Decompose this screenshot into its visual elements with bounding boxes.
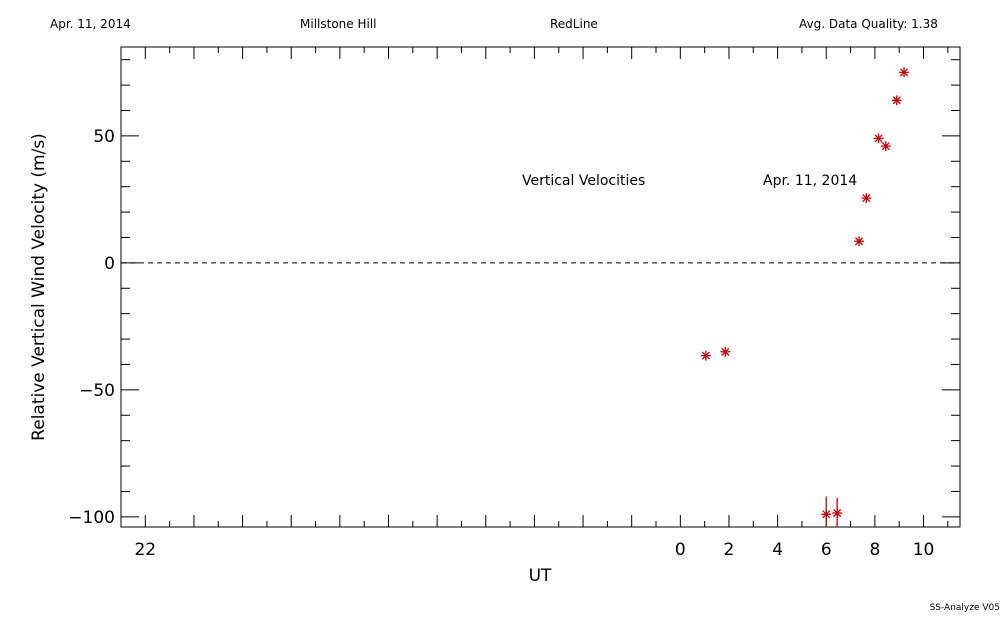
y-tick-label: 50 [93,127,115,147]
x-tick-label: 0 [675,540,686,560]
data-point [720,346,731,357]
y-tick-label: −50 [79,381,115,401]
data-point [873,133,884,144]
header-quality: Avg. Data Quality: 1.38 [799,17,938,31]
y-tick-label: −100 [68,508,115,528]
x-axis: 22 0 2 4 6 8 10 [120,47,949,560]
data-points [700,67,910,527]
x-tick-label: 4 [772,540,783,560]
header-site: Millstone Hill [300,17,377,31]
y-axis-label: Relative Vertical Wind Velocity (m/s) [29,133,49,441]
data-point [700,350,711,361]
x-tick-label: 2 [724,540,735,560]
y-tick-label: 0 [104,254,115,274]
data-point [832,497,843,527]
x-tick-label: 22 [134,540,156,560]
data-point [880,141,891,152]
data-point [891,95,902,106]
x-tick-label: 10 [913,540,935,560]
version-label: SS-Analyze V05 [0,603,1000,613]
data-point [861,193,872,204]
x-tick-label: 6 [821,540,832,560]
data-point [854,236,865,247]
header-date: Apr. 11, 2014 [50,17,131,31]
annotation-title: Vertical Velocities [522,173,645,189]
data-point [821,496,832,527]
y-axis: −100 −50 0 50 [68,59,960,528]
x-axis-label: UT [529,566,552,586]
version-text: SS-Analyze V05 [929,603,1000,613]
plot-frame [120,46,961,528]
annotation-date: Apr. 11, 2014 [763,173,857,189]
header-line: RedLine [550,17,598,31]
x-tick-label: 8 [869,540,880,560]
data-point [899,67,910,78]
